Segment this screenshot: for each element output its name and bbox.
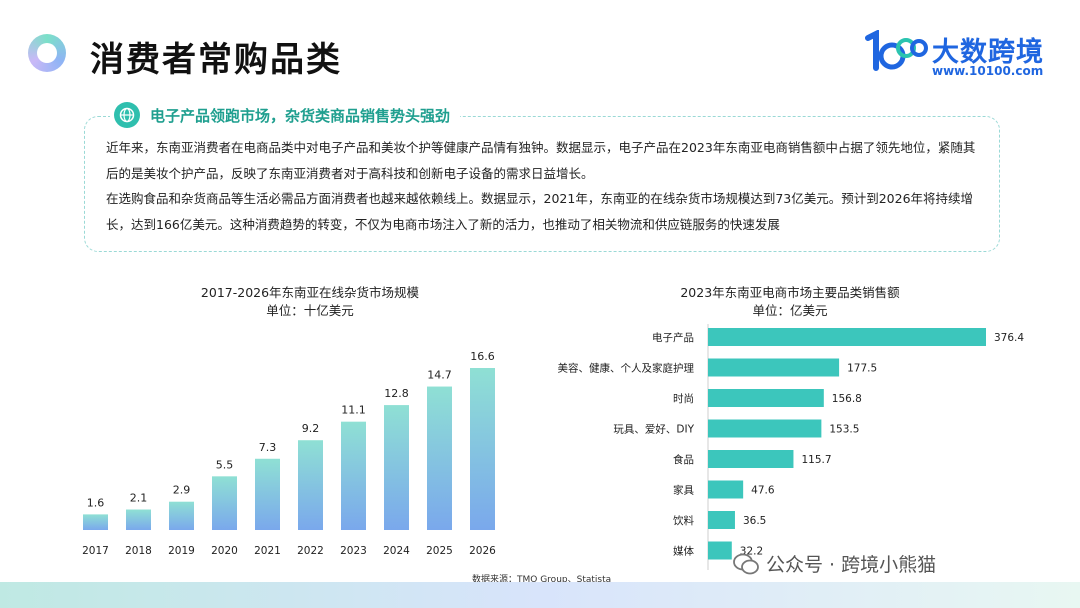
grocery-value-label-2019: 2.9 bbox=[173, 484, 191, 497]
grocery-x-tick-2021: 2021 bbox=[254, 545, 281, 557]
logo-url: www.10100.com bbox=[932, 64, 1044, 78]
grocery-value-label-2024: 12.8 bbox=[384, 387, 409, 400]
category-value-label-2: 156.8 bbox=[832, 393, 862, 405]
logo-name: 大数跨境 bbox=[932, 37, 1044, 68]
category-sales-bar-chart: 电子产品 376.4 美容、健康、个人及家庭护理 177.5 时尚 156.8 玩具、爱好、… bbox=[558, 324, 1024, 570]
grocery-value-label-2021: 7.3 bbox=[259, 441, 277, 454]
grocery-bar-2025 bbox=[427, 386, 452, 530]
category-bar-7 bbox=[708, 541, 732, 560]
category-bar-6 bbox=[708, 511, 735, 529]
grocery-chart-title-block: 2017-2026年东南亚在线杂货市场规模 单位：十亿美元 bbox=[150, 284, 470, 320]
category-chart-subtitle: 单位：亿美元 bbox=[752, 303, 828, 318]
grocery-chart-title: 2017-2026年东南亚在线杂货市场规模 bbox=[200, 285, 420, 300]
grocery-x-tick-2017: 2017 bbox=[82, 545, 109, 557]
grocery-x-tick-2020: 2020 bbox=[211, 545, 238, 557]
watermark-text: 公众号 · 跨境小熊猫 bbox=[766, 554, 937, 576]
grocery-chart-subtitle: 单位：十亿美元 bbox=[266, 303, 354, 318]
grocery-bar-2026 bbox=[470, 368, 495, 530]
category-bar-3 bbox=[708, 419, 822, 438]
wechat-icon bbox=[733, 553, 759, 574]
grocery-x-tick-2025: 2025 bbox=[426, 545, 453, 557]
category-label-0: 电子产品 bbox=[652, 331, 694, 344]
grocery-value-label-2020: 5.5 bbox=[216, 458, 234, 471]
grocery-x-tick-2024: 2024 bbox=[383, 545, 410, 557]
category-chart-title-block: 2023年东南亚电商市场主要品类销售额 单位：亿美元 bbox=[640, 284, 940, 320]
category-bar-1 bbox=[708, 358, 840, 377]
category-label-1: 美容、健康、个人及家庭护理 bbox=[558, 362, 695, 375]
category-value-label-3: 153.5 bbox=[829, 424, 859, 436]
watermark: 公众号 · 跨境小熊猫 bbox=[732, 550, 936, 577]
category-bar-2 bbox=[708, 389, 824, 407]
category-label-2: 时尚 bbox=[673, 392, 694, 405]
grocery-x-tick-2026: 2026 bbox=[469, 545, 496, 557]
grocery-bar-2024 bbox=[384, 405, 409, 530]
category-value-label-6: 36.5 bbox=[743, 515, 766, 527]
info-box bbox=[84, 116, 1000, 252]
logo-mark-icon bbox=[865, 30, 928, 71]
category-chart-title: 2023年东南亚电商市场主要品类销售额 bbox=[680, 285, 900, 300]
grocery-value-label-2017: 1.6 bbox=[87, 496, 105, 509]
category-bar-4 bbox=[708, 450, 794, 468]
page-title: 消费者常购品类 bbox=[90, 40, 342, 80]
category-value-label-1: 177.5 bbox=[847, 363, 877, 375]
grocery-bar-2022 bbox=[298, 440, 323, 530]
category-bar-5 bbox=[708, 480, 744, 499]
grocery-value-label-2018: 2.1 bbox=[130, 492, 148, 505]
decorative-ring-icon bbox=[28, 34, 66, 72]
globe-icon bbox=[114, 102, 140, 128]
category-label-5: 家具 bbox=[673, 484, 694, 497]
data-source: 数据来源：TMO Group、Statista bbox=[472, 575, 612, 585]
grocery-value-label-2023: 11.1 bbox=[341, 404, 366, 417]
category-label-7: 媒体 bbox=[673, 545, 694, 558]
grocery-x-tick-2022: 2022 bbox=[297, 545, 324, 557]
grocery-x-tick-2023: 2023 bbox=[340, 545, 367, 557]
footer-bar bbox=[0, 582, 1080, 608]
info-tag: 电子产品领跑市场，杂货类商品销售势头强劲 bbox=[110, 100, 461, 130]
info-paragraph-1: 近年来，东南亚消费者在电商品类中对电子产品和美妆个护等健康产品情有独钟。数据显示… bbox=[106, 140, 976, 181]
grocery-bar-2020 bbox=[212, 476, 237, 530]
category-label-3: 玩具、爱好、DIY bbox=[613, 423, 694, 436]
category-label-4: 食品 bbox=[673, 453, 694, 466]
grocery-bar-2023 bbox=[341, 421, 366, 530]
grocery-value-label-2025: 14.7 bbox=[427, 369, 452, 382]
grocery-x-tick-2018: 2018 bbox=[125, 545, 152, 557]
grocery-bar-2017 bbox=[83, 514, 108, 530]
grocery-x-tick-2019: 2019 bbox=[168, 545, 195, 557]
category-bar-0 bbox=[708, 328, 986, 346]
category-value-label-4: 115.7 bbox=[801, 454, 831, 466]
grocery-market-bar-chart: 1.6 2017 2.1 2018 2.9 2019 5.5 2020 7.3 2021 9.2 20… bbox=[82, 350, 496, 557]
category-value-label-0: 376.4 bbox=[994, 332, 1024, 344]
grocery-value-label-2026: 16.6 bbox=[470, 350, 495, 363]
category-label-6: 饮料 bbox=[673, 514, 694, 527]
grocery-bar-2019 bbox=[169, 501, 194, 530]
brand-logo[interactable]: 大数跨境 www.10100.com bbox=[862, 30, 1062, 82]
category-value-label-5: 47.6 bbox=[751, 485, 775, 497]
info-paragraph-2: 在选购食品和杂货商品等生活必需品方面消费者也越来越依赖线上。数据显示，2021年… bbox=[106, 191, 974, 232]
grocery-bar-2021 bbox=[255, 458, 280, 530]
grocery-bar-2018 bbox=[126, 509, 151, 530]
info-tag-label: 电子产品领跑市场，杂货类商品销售势头强劲 bbox=[150, 106, 451, 125]
grocery-value-label-2022: 9.2 bbox=[302, 422, 320, 435]
